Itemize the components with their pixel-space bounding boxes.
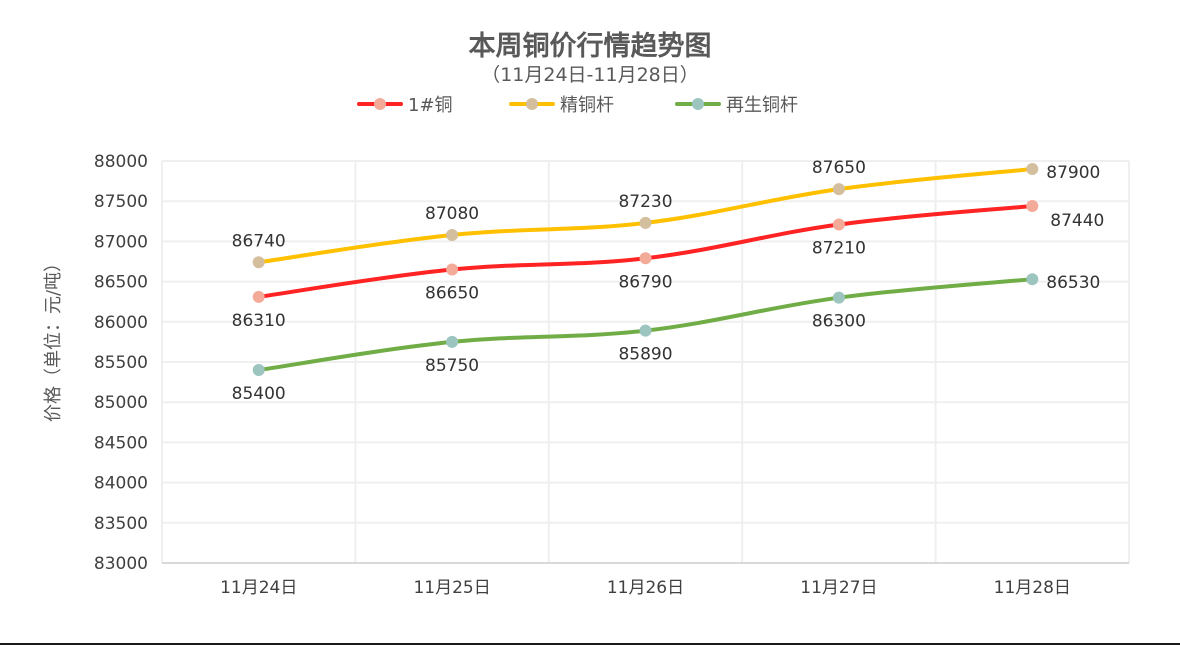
series-1-copper	[252, 200, 1039, 303]
data-label: 86530	[1046, 273, 1100, 293]
data-label: 87900	[1046, 163, 1100, 183]
data-label: 87440	[1050, 211, 1104, 231]
data-label: 86310	[232, 311, 286, 331]
data-point-marker[interactable]	[446, 335, 459, 348]
data-label: 86790	[618, 272, 672, 292]
x-tick-label: 11月24日	[220, 578, 297, 598]
data-point-marker[interactable]	[1026, 273, 1039, 286]
data-label: 86650	[425, 284, 479, 304]
x-axis-ticks: 11月24日 11月25日 11月26日 11月27日 11月28日	[220, 578, 1071, 598]
y-tick-label: 86000	[94, 313, 148, 333]
data-point-marker[interactable]	[1026, 200, 1039, 213]
data-point-marker[interactable]	[832, 183, 845, 196]
y-tick-label: 84000	[94, 474, 148, 494]
y-tick-label: 85500	[94, 353, 148, 373]
legend-line-marker-icon	[357, 92, 403, 116]
y-tick-label: 88000	[94, 152, 148, 172]
y-tick-label: 86500	[94, 273, 148, 293]
data-point-marker[interactable]	[252, 256, 265, 269]
data-point-marker[interactable]	[446, 263, 459, 276]
legend-item-recycled-rod[interactable]: 再生铜杆	[675, 92, 798, 116]
data-label: 87210	[812, 239, 866, 259]
gridlines	[161, 160, 1130, 564]
data-point-marker[interactable]	[639, 252, 652, 265]
y-tick-label: 83500	[94, 514, 148, 534]
data-point-marker[interactable]	[832, 218, 845, 231]
data-point-marker[interactable]	[832, 291, 845, 304]
chart-subtitle: （11月24日-11月28日）	[481, 64, 699, 86]
data-label: 87080	[425, 204, 479, 224]
legend-label: 1#铜	[408, 95, 453, 116]
data-point-marker[interactable]	[639, 324, 652, 337]
data-point-marker[interactable]	[1026, 163, 1039, 176]
x-tick-label: 11月26日	[607, 578, 684, 598]
legend-line-marker-icon	[675, 92, 721, 116]
legend-item-1-copper[interactable]: 1#铜	[357, 92, 453, 116]
series-refined-rod	[252, 163, 1039, 269]
data-label: 85750	[425, 356, 479, 376]
x-tick-label: 11月25日	[413, 578, 490, 598]
legend-label: 再生铜杆	[726, 95, 798, 116]
data-label: 85400	[232, 384, 286, 404]
chart-title: 本周铜价行情趋势图	[468, 31, 712, 62]
y-tick-label: 84500	[94, 433, 148, 453]
data-label: 87650	[812, 158, 866, 178]
data-point-marker[interactable]	[446, 228, 459, 241]
data-label: 85890	[618, 345, 672, 365]
y-tick-label: 87000	[94, 232, 148, 252]
data-labels: 86310 86650 86790 87210 87440 86740 87080 87230…	[232, 158, 1105, 404]
y-tick-label: 85000	[94, 393, 148, 413]
y-tick-label: 83000	[94, 554, 148, 574]
legend-item-refined-rod[interactable]: 精铜杆	[509, 92, 614, 116]
data-label: 86740	[232, 231, 286, 251]
legend: 1#铜 精铜杆 再生铜杆	[0, 92, 1180, 116]
data-point-marker[interactable]	[639, 216, 652, 229]
data-label: 87230	[618, 192, 672, 212]
legend-label: 精铜杆	[560, 95, 614, 116]
data-label: 86300	[812, 312, 866, 332]
y-axis-ticks: 88000 87500 87000 86500 86000 85500 85000 84500…	[94, 152, 148, 574]
x-tick-label: 11月27日	[800, 578, 877, 598]
x-tick-label: 11月28日	[994, 578, 1071, 598]
y-tick-label: 87500	[94, 192, 148, 212]
series-recycled-rod	[252, 273, 1039, 377]
data-point-marker[interactable]	[252, 364, 265, 377]
bottom-divider	[0, 643, 1180, 645]
legend-line-marker-icon	[509, 92, 555, 116]
series-lines	[252, 163, 1039, 377]
data-point-marker[interactable]	[252, 290, 265, 303]
